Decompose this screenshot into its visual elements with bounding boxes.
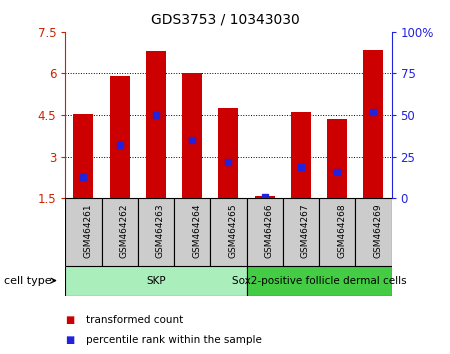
- Bar: [73, 114, 93, 198]
- Bar: [210, 198, 247, 266]
- Bar: [65, 266, 247, 296]
- Text: ■: ■: [65, 335, 75, 345]
- Text: GSM464261: GSM464261: [83, 204, 92, 258]
- Bar: [327, 119, 347, 198]
- Text: GSM464269: GSM464269: [374, 204, 382, 258]
- Text: percentile rank within the sample: percentile rank within the sample: [86, 335, 261, 345]
- Text: GSM464266: GSM464266: [265, 204, 274, 258]
- Bar: [255, 196, 274, 198]
- Bar: [319, 198, 355, 266]
- Text: GSM464267: GSM464267: [301, 204, 310, 258]
- Text: transformed count: transformed count: [86, 315, 183, 325]
- Text: ■: ■: [65, 315, 75, 325]
- Text: cell type: cell type: [4, 275, 52, 286]
- Bar: [218, 108, 239, 198]
- Text: GSM464268: GSM464268: [337, 204, 346, 258]
- Bar: [291, 112, 311, 198]
- Text: GSM464262: GSM464262: [120, 204, 129, 258]
- Bar: [65, 198, 102, 266]
- Bar: [283, 198, 319, 266]
- Bar: [138, 198, 174, 266]
- Bar: [146, 51, 166, 198]
- Text: GSM464265: GSM464265: [228, 204, 238, 258]
- Bar: [247, 198, 283, 266]
- Text: SKP: SKP: [146, 275, 166, 286]
- Text: GDS3753 / 10343030: GDS3753 / 10343030: [151, 12, 299, 27]
- Text: GSM464263: GSM464263: [156, 204, 165, 258]
- Bar: [102, 198, 138, 266]
- Bar: [355, 198, 392, 266]
- Bar: [174, 198, 210, 266]
- Text: Sox2-positive follicle dermal cells: Sox2-positive follicle dermal cells: [232, 275, 406, 286]
- Bar: [182, 74, 202, 198]
- Bar: [364, 50, 383, 198]
- Bar: [110, 76, 130, 198]
- Bar: [247, 266, 392, 296]
- Text: GSM464264: GSM464264: [192, 204, 201, 258]
